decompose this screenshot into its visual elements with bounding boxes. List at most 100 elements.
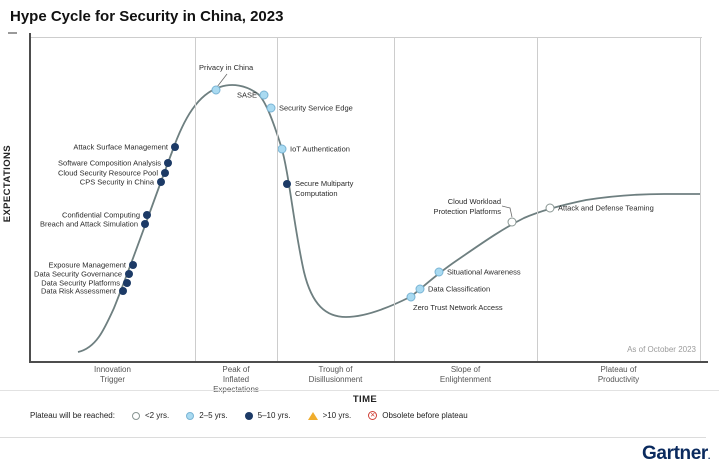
phase-divider-line [195,37,196,361]
hype-point-label-line: Protection Platforms [433,206,501,216]
x-axis-line [29,361,708,363]
hype-point-label-line: Exposure Management [48,260,126,270]
hype-point-dot [164,159,172,167]
hype-point-label-line: Cloud Workload [447,197,501,206]
hype-point-label-line: Attack and Defense Teaming [558,203,654,213]
hype-point-label-line: Confidential Computing [62,210,140,220]
legend-item-label: >10 yrs. [322,411,352,420]
x-axis-label: TIME [352,394,378,405]
phase-band-bottom-line [0,390,719,391]
hype-point-dot [283,180,291,188]
phase-label-trough: Trough of Disillusionment [309,365,363,385]
hype-point-label-line: Security Service Edge [279,103,353,113]
phase-divider-line [537,37,538,361]
plot-right-border [700,37,701,361]
hype-point-label: Zero Trust Network Access [413,303,503,313]
hype-point-label: Data Classification [428,284,490,294]
legend-item: ✕ Obsolete before plateau [368,411,468,420]
phase-label-line1: Trough of [318,365,353,374]
legend-icon-tri-yellow [307,411,318,420]
hype-point-label-line: Data Risk Assessment [40,286,116,296]
hype-point-dot [119,287,127,295]
hype-point-label: Security Service Edge [279,103,353,113]
hype-point-dot [277,144,287,154]
hype-curve [77,84,700,353]
hype-point-dot [545,203,555,213]
phase-label-innovation: Innovation Trigger [94,365,131,385]
hype-point-dot [129,261,137,269]
hype-point-dot [266,103,276,113]
legend-item: <2 yrs. [131,411,170,420]
hype-point-dot [143,211,151,219]
footer-separator [0,437,706,438]
hype-point-label-line: Computation [295,188,338,198]
phase-label-line1: Peak of Inflated [222,365,250,384]
legend-prefix: Plateau will be reached: [30,411,115,420]
hype-point-label-line: Privacy in China [199,63,254,72]
hype-point-label: Software Composition Analysis [58,158,161,168]
hype-point-label: Cloud Workload Protection Platforms [433,197,501,216]
legend-icon-obsolete-x: ✕ [368,411,378,420]
hype-point-dot [171,143,179,151]
hype-point-label: Attack and Defense Teaming [558,203,654,213]
hype-point-label-line: Breach and Attack Simulation [40,219,138,229]
phase-label-line2: Expectations [213,385,259,395]
hype-point-label: CPS Security in China [80,177,154,187]
legend-item-label: Obsolete before plateau [382,411,468,420]
phase-label-line2: Trigger [99,375,126,384]
as-of-note: As of October 2023 [627,345,696,354]
legend-item-label: <2 yrs. [144,411,170,420]
legend-item: 2–5 yrs. [186,411,228,420]
hype-point-label: Data Security Platforms [41,278,120,288]
hype-point-label-line: Data Security Platforms [41,278,120,288]
legend-item-label: 5–10 yrs. [257,411,291,420]
phase-label-line2: Enlightenment [439,375,492,384]
phase-label-line2: Disillusionment [308,375,363,384]
phase-label-plateau: Plateau of Productivity [598,365,639,385]
legend-icon-dot-white [131,411,140,420]
hype-point-dot [141,220,149,228]
hype-point-dot [434,267,444,277]
hype-point-label: SASE [237,90,257,100]
hype-point-label-line: Situational Awareness [447,267,521,277]
phase-divider-line [394,37,395,361]
y-axis-line [29,33,31,362]
hype-point-label: Data Security Governance [34,269,122,279]
phase-label-line1: Slope of [450,365,481,374]
hype-point-label-line: Attack Surface Management [73,142,168,152]
hype-point-label: Secure Multiparty Computation [295,179,353,198]
plot-top-border [30,37,702,38]
hype-point-dot [161,169,169,177]
hype-point-label: Exposure Management [48,260,126,270]
hype-point-label: Privacy in China [199,63,253,73]
phase-divider-line [277,37,278,361]
label-connector-line [501,205,513,218]
hype-point-dot [211,85,221,95]
y-axis-label: EXPECTATIONS [2,145,13,223]
gartner-logo-dot: . [707,451,711,461]
hype-point-label: IoT Authentication [290,144,350,154]
y-axis-top-tick [8,32,17,34]
legend-icon-dot-lightblue [186,411,195,420]
hype-point-label: Data Risk Assessment [41,286,116,296]
chart-title: Hype Cycle for Security in China, 2023 [10,8,284,25]
legend: Plateau will be reached: <2 yrs. 2–5 yrs.… [30,411,468,420]
hype-point-label-line: Software Composition Analysis [58,158,161,168]
phase-label-peak: Peak of InflatedExpectations [213,365,259,395]
legend-item-label: 2–5 yrs. [199,411,228,420]
hype-point-dot [259,90,269,100]
hype-point-label: Confidential Computing [62,210,140,220]
hype-point-dot [507,217,517,227]
legend-item: 5–10 yrs. [244,411,291,420]
legend-icon-dot-navy [244,411,253,420]
gartner-logo-text: Gartner [642,443,708,464]
legend-item: >10 yrs. [307,411,352,420]
legend-items: <2 yrs. 2–5 yrs. 5–10 yrs. >10 yrs. ✕ Obsolet… [131,411,468,420]
hype-point-label-line: SASE [236,90,257,100]
hype-point-label-line: Data Classification [428,284,491,294]
hype-point-label: Attack Surface Management [73,142,168,152]
hype-point-label-line: IoT Authentication [290,144,350,154]
phase-label-line1: Innovation [94,365,131,374]
hype-point-label-line: CPS Security in China [79,177,154,187]
